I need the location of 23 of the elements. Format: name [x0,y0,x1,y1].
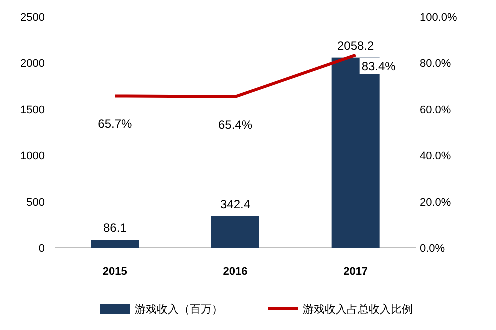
ytick: 1000 [20,150,45,163]
y2tick: 60.0% [420,104,452,116]
data-label: 86.1 [103,221,127,236]
ytick: 2500 [20,12,45,24]
y2tick: 40.0% [420,150,452,163]
y2tick: 0.0% [420,243,446,255]
ytick: 1500 [20,104,45,116]
data-label: 342.4 [220,197,251,212]
ytick: 2000 [20,58,45,70]
xtick: 2016 [223,266,248,278]
xtick: 2015 [102,266,128,278]
legend-label: 游戏收入（百万） [135,304,223,316]
data-label: 2058.2 [337,38,374,53]
legend-label: 游戏收入占总收入比例 [303,304,413,316]
data-label: 83.4% [362,59,396,74]
y2tick: 100.0% [420,12,458,24]
ytick: 500 [26,196,45,209]
ytick: 0 [38,243,45,255]
data-label: 65.7% [98,117,132,132]
data-label: 65.4% [218,118,253,132]
xtick: 2017 [344,266,368,278]
y2tick: 20.0% [420,196,452,209]
y2tick: 80.0% [420,58,452,70]
